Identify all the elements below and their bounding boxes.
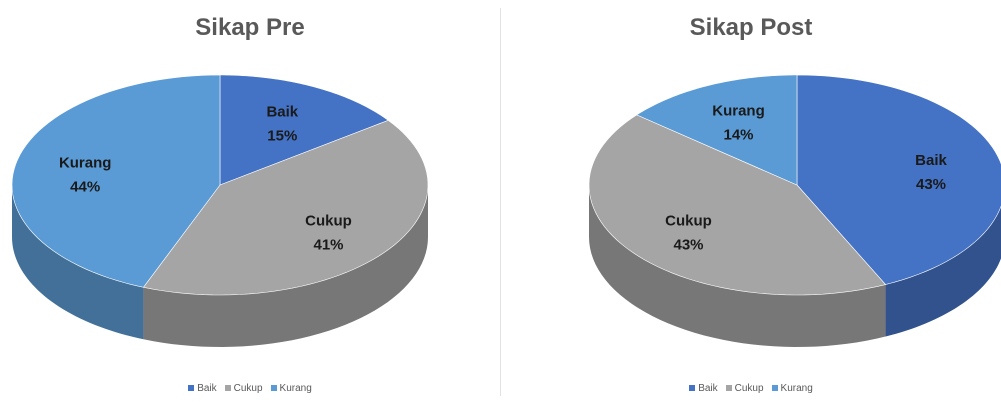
slice-label-kurang: Kurang [59,154,112,171]
pie-slice-kurang [11,74,221,288]
slice-label-kurang: Kurang [712,102,765,119]
pie-labels: Baik 43% Cukup 43% Kurang 14% [665,102,947,253]
legend-label: Kurang [279,383,312,394]
pie-chart-svg: Baik 15% Cukup 41% Kurang 44% [11,74,429,347]
legend-swatch [224,385,231,392]
legend-swatch [270,385,277,392]
legend-item-cukup: Cukup [224,383,263,394]
panel-divider [500,8,501,396]
chart-title: Sikap Post [689,14,813,41]
legend-item-baik: Baik [188,383,217,394]
legend-item-cukup: Cukup [725,383,764,394]
slice-value-baik: 15% [267,127,297,144]
pie-side-walls [589,185,1001,347]
chart-legend: Baik Cukup Kurang [501,383,1001,394]
slice-value-baik: 43% [916,176,946,193]
legend-swatch [771,385,778,392]
slice-value-kurang: 14% [723,126,753,143]
pie-chart-pre: Sikap Pre Baik 15% Cukup 41% Kurang 44% Baik C… [0,0,500,403]
pie-slice-baik [796,74,1001,285]
legend-item-kurang: Kurang [270,383,312,394]
chart-legend: Baik Cukup Kurang [0,383,500,394]
legend-label: Cukup [233,383,263,394]
slice-value-cukup: 43% [673,237,703,254]
legend-label: Baik [197,383,217,394]
pie-chart-svg: Baik 43% Cukup 43% Kurang 14% [588,74,1001,347]
slice-value-kurang: 44% [70,178,100,195]
pie-side-cukup [589,185,886,347]
legend-label: Baik [698,383,718,394]
legend-item-baik: Baik [689,383,718,394]
slice-label-baik: Baik [915,152,947,169]
legend-swatch [188,385,195,392]
slice-value-cukup: 41% [313,237,343,254]
pie-side-cukup [143,185,428,347]
legend-item-kurang: Kurang [771,383,813,394]
legend-swatch [725,385,732,392]
pie-chart-post: Sikap Post Baik 43% Cukup 43% Kurang 14% Baik… [501,0,1001,403]
pie-side-kurang [12,185,144,340]
slice-label-cukup: Cukup [305,213,352,230]
pie-top-faces [11,74,429,296]
pie-side-baik [885,206,1001,337]
pie-labels: Baik 15% Cukup 41% Kurang 44% [59,103,352,253]
slice-label-baik: Baik [266,103,298,120]
legend-label: Kurang [780,383,813,394]
pie-slice-baik [219,74,389,186]
pie-slice-kurang [636,74,798,186]
pie-slice-cukup [142,119,429,296]
pie-side-walls [12,185,428,347]
chart-title: Sikap Pre [195,14,305,41]
slice-label-cukup: Cukup [665,213,712,230]
pie-top-faces [588,74,1001,296]
legend-label: Cukup [734,383,764,394]
pie-slice-cukup [588,114,887,296]
legend-swatch [689,385,696,392]
